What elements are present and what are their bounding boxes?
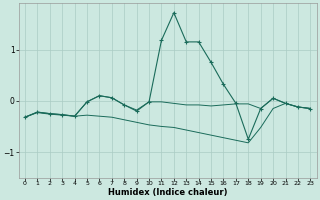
- X-axis label: Humidex (Indice chaleur): Humidex (Indice chaleur): [108, 188, 228, 197]
